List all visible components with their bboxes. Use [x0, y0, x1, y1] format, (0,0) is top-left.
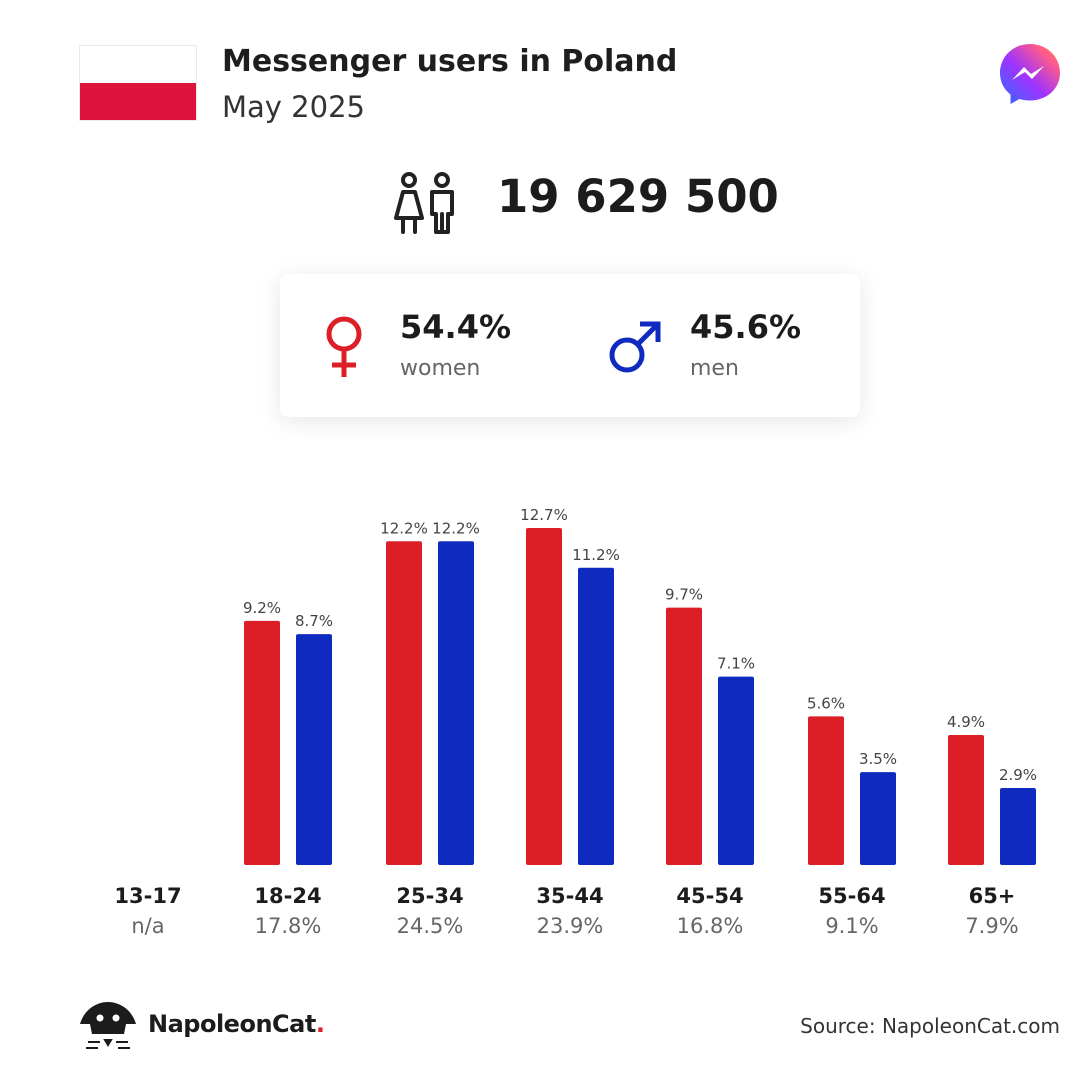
bar-women-25-34: [386, 541, 422, 865]
bar-label-men-25-34: 12.2%: [432, 519, 480, 537]
bar-women-65+: [948, 734, 984, 865]
bar-label-women-55-64: 5.6%: [807, 694, 845, 712]
age-group-45-54: 45-54 16.8%: [645, 884, 775, 938]
bar-men-55-64: [860, 772, 896, 865]
bar-women-18-24: [244, 620, 280, 865]
bar-label-women-65+: 4.9%: [947, 713, 985, 731]
age-group-35-44: 35-44 23.9%: [505, 884, 635, 938]
age-group-18-24: 18-24 17.8%: [223, 884, 353, 938]
male-symbol-icon: [609, 321, 661, 373]
messenger-icon: [1000, 44, 1060, 104]
age-group-label: 35-44: [536, 884, 604, 908]
age-group-label: 25-34: [396, 884, 464, 908]
age-group-55-64: 55-64 9.1%: [787, 884, 917, 938]
age-group-label: 55-64: [818, 884, 886, 908]
flag-red-stripe: [80, 83, 196, 120]
bar-men-18-24: [296, 634, 332, 865]
age-group-share: 7.9%: [965, 914, 1019, 938]
bar-label-men-18-24: 8.7%: [295, 612, 333, 630]
page-subtitle: May 2025: [222, 90, 365, 124]
female-symbol-icon: [326, 316, 362, 377]
bar-label-men-65+: 2.9%: [999, 766, 1037, 784]
men-percentage: 45.6%: [690, 308, 802, 346]
bar-men-35-44: [578, 567, 614, 865]
age-group-share: 16.8%: [676, 914, 744, 938]
age-group-share: 9.1%: [825, 914, 879, 938]
bar-women-55-64: [808, 716, 844, 865]
bar-label-men-55-64: 3.5%: [859, 750, 897, 768]
age-group-label: 13-17: [114, 884, 182, 908]
brand-name-text: NapoleonCat: [148, 1010, 316, 1038]
age-group-label: 45-54: [676, 884, 744, 908]
age-gender-bar-chart: 9.2% 8.7% 12.2% 12.2% 12.7% 11.2% 9.7% 7.1% 5.6%…: [243, 506, 1037, 865]
brand-name: NapoleonCat.: [148, 1010, 325, 1038]
brand-dot: .: [315, 1010, 325, 1038]
bar-label-men-45-54: 7.1%: [717, 655, 755, 673]
age-group-share: 23.9%: [536, 914, 604, 938]
women-label: women: [400, 356, 481, 381]
bar-label-men-35-44: 11.2%: [572, 546, 620, 564]
napoleoncat-logo-icon: [80, 1002, 136, 1049]
page-title: Messenger users in Poland: [222, 44, 678, 79]
poland-flag: [80, 46, 196, 120]
age-group-25-34: 25-34 24.5%: [365, 884, 495, 938]
age-group-label: 65+: [968, 884, 1016, 908]
bar-label-women-25-34: 12.2%: [380, 519, 428, 537]
age-group-65+: 65+ 7.9%: [927, 884, 1057, 938]
bar-label-women-45-54: 9.7%: [665, 586, 703, 604]
bar-men-45-54: [718, 676, 754, 865]
women-percentage: 54.4%: [400, 308, 512, 346]
men-label: men: [690, 356, 739, 381]
flag-white-stripe: [80, 46, 196, 83]
age-group-13-17: 13-17 n/a: [83, 884, 213, 938]
age-group-axis: 13-17 n/a 18-24 17.8% 25-34 24.5% 35-44 23.9% 45…: [0, 884, 1080, 954]
bar-label-women-18-24: 9.2%: [243, 599, 281, 617]
gender-card: 54.4% women 45.6% men: [280, 274, 860, 417]
age-group-share: n/a: [131, 914, 165, 938]
bar-women-35-44: [526, 528, 562, 865]
age-group-share: 24.5%: [396, 914, 464, 938]
source-credit: Source: NapoleonCat.com: [800, 1014, 1060, 1038]
bar-men-65+: [1000, 788, 1036, 865]
bar-women-45-54: [666, 607, 702, 865]
bar-men-25-34: [438, 541, 474, 865]
age-group-label: 18-24: [254, 884, 322, 908]
bar-label-women-35-44: 12.7%: [520, 506, 568, 524]
users-icon: [394, 172, 454, 234]
total-users-value: 19 629 500: [497, 170, 779, 223]
age-group-share: 17.8%: [254, 914, 322, 938]
